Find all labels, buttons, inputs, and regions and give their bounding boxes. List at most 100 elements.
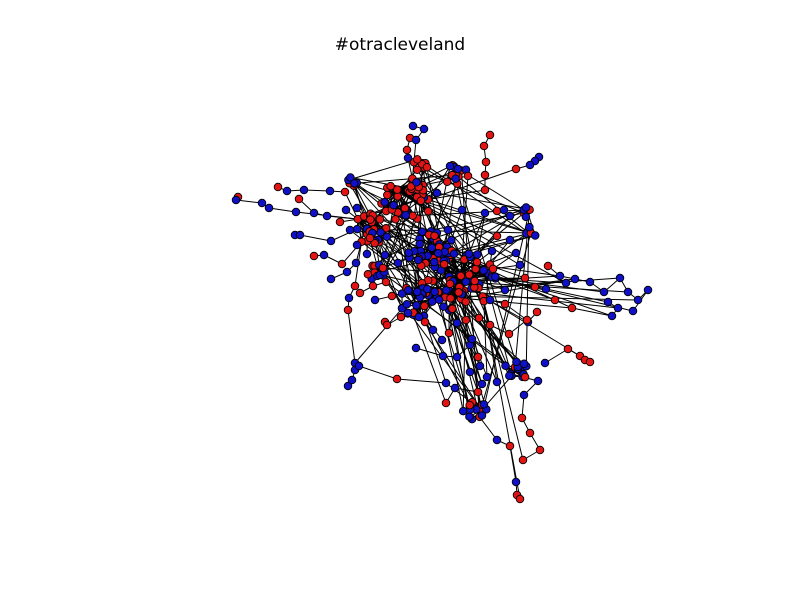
graph-node-red: [485, 130, 495, 140]
graph-node-blue: [519, 359, 529, 368]
graph-node-red: [294, 194, 304, 204]
graph-node-blue: [413, 287, 422, 297]
graph-edge: [423, 315, 447, 384]
graph-node-blue: [389, 200, 398, 210]
graph-node-blue: [319, 250, 329, 260]
graph-node-blue: [441, 378, 451, 388]
graph-node-red: [479, 141, 489, 151]
graph-edge: [489, 239, 511, 265]
graph-node-red: [472, 257, 482, 267]
node-layer: [231, 121, 653, 504]
graph-node-blue: [345, 225, 355, 235]
graph-node-blue: [376, 228, 385, 237]
graph-node-blue: [541, 284, 551, 294]
graph-node-blue: [352, 224, 362, 234]
graph-node-blue: [465, 367, 475, 377]
graph-node-blue: [485, 295, 495, 305]
graph-edge: [299, 234, 332, 242]
graph-node-red: [480, 185, 490, 195]
graph-edge: [427, 255, 522, 368]
graph-node-blue: [403, 308, 413, 318]
graph-edge: [347, 309, 356, 364]
graph-node-blue: [451, 174, 460, 183]
graph-edge: [544, 348, 569, 364]
graph-node-red: [446, 294, 455, 303]
graph-node-red: [454, 288, 463, 297]
graph-node-blue: [480, 208, 490, 218]
graph-edge: [422, 262, 522, 368]
graph-node-blue: [515, 260, 525, 270]
graph-node-red: [381, 277, 391, 287]
graph-edge: [412, 209, 530, 217]
graph-node-blue: [500, 285, 510, 295]
graph-node-blue: [570, 274, 580, 284]
graph-node-red: [420, 301, 429, 311]
graph-node-blue: [438, 351, 448, 361]
graph-node-blue: [309, 208, 319, 218]
graph-node-blue: [492, 435, 502, 445]
graph-edge: [268, 207, 297, 213]
graph-node-red: [340, 187, 350, 197]
graph-edge: [460, 212, 486, 275]
graph-node-red: [492, 206, 502, 216]
graph-node-blue: [380, 250, 390, 260]
graph-node-blue: [521, 203, 531, 212]
graph-node-blue: [442, 286, 451, 295]
graph-edge: [378, 241, 424, 296]
graph-node-blue: [412, 178, 421, 187]
graph-node-red: [273, 182, 283, 192]
graph-node-blue: [351, 258, 361, 268]
graph-node-blue: [299, 185, 309, 195]
graph-node-blue: [525, 222, 534, 232]
graph-edge: [504, 303, 528, 321]
graph-node-red: [439, 259, 449, 269]
graph-edge: [483, 301, 488, 378]
graph-node-red: [456, 271, 466, 281]
graph-node-red: [470, 276, 479, 286]
graph-node-blue: [341, 205, 351, 215]
graph-node-red: [368, 281, 378, 291]
graph-node-red: [505, 441, 515, 451]
graph-node-red: [337, 259, 347, 269]
graph-node-red: [543, 261, 553, 271]
graph-node-red: [485, 320, 495, 330]
graph-node-blue: [467, 334, 477, 344]
graph-node-red: [309, 251, 319, 261]
graph-node-blue: [519, 390, 529, 400]
graph-node-blue: [231, 195, 241, 205]
graph-node-blue: [350, 179, 359, 188]
graph-node-blue: [382, 232, 392, 242]
graph-node-blue: [447, 235, 456, 245]
graph-node-blue: [453, 164, 463, 174]
graph-node-red: [416, 196, 426, 205]
graph-node-blue: [257, 198, 267, 208]
graph-edge: [417, 158, 527, 234]
graph-node-red: [448, 304, 457, 314]
graph-node-blue: [264, 203, 274, 213]
graph-node-red: [445, 279, 455, 289]
graph-edge: [476, 212, 486, 255]
graph-node-blue: [473, 250, 482, 259]
graph-node-blue: [404, 285, 413, 295]
graph-edge: [571, 307, 613, 317]
graph-node-red: [504, 329, 514, 339]
graph-node-blue: [428, 297, 437, 306]
graph-node-red: [396, 312, 406, 322]
graph-node-blue: [525, 160, 535, 170]
graph-node-red: [465, 400, 474, 410]
graph-node-red: [382, 320, 392, 330]
graph-node-blue: [430, 257, 439, 267]
graph-node-red: [461, 315, 471, 325]
graph-edge: [418, 183, 458, 259]
graph-edge: [483, 301, 498, 383]
graph-node-blue: [402, 299, 412, 309]
graph-node-red: [532, 307, 542, 317]
graph-node-red: [383, 190, 392, 200]
graph-node-red: [518, 455, 528, 465]
graph-edge: [481, 209, 531, 416]
graph-edge: [427, 168, 517, 200]
graph-node-blue: [352, 240, 362, 250]
graph-edge: [358, 365, 398, 380]
